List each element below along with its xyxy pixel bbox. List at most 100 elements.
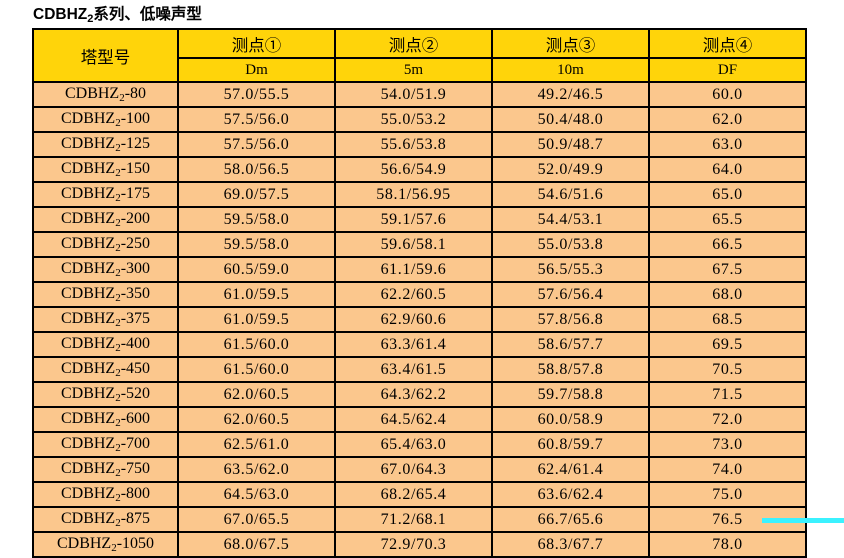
cell-point-2: 62.2/60.5 <box>334 281 493 308</box>
cell-point-1: 69.0/57.5 <box>177 181 336 208</box>
model-suffix: -375 <box>120 310 151 328</box>
cell-point-1: 67.0/65.5 <box>177 506 336 533</box>
model-subscript: 2 <box>115 316 121 329</box>
cell-point-1: 58.0/56.5 <box>177 156 336 183</box>
cell-point-3: 55.0/53.8 <box>491 231 650 258</box>
model-suffix: -875 <box>120 510 151 528</box>
cell-model: CDBHZ2-400 <box>32 331 179 358</box>
cell-point-1: 61.5/60.0 <box>177 356 336 383</box>
cell-point-3: 50.9/48.7 <box>491 131 650 158</box>
cell-point-3: 63.6/62.4 <box>491 481 650 508</box>
model-subscript: 2 <box>115 241 121 254</box>
cell-point-2: 55.6/53.8 <box>334 131 493 158</box>
table-row: CDBHZ2-750 63.5/62.0 67.0/64.3 62.4/61.4 74.… <box>32 456 807 483</box>
cell-point-2: 64.5/62.4 <box>334 406 493 433</box>
model-prefix: CDBHZ <box>60 235 116 253</box>
page-title-suffix: 系列、低噪声型 <box>93 6 202 23</box>
cell-model: CDBHZ2-750 <box>32 456 179 483</box>
cell-model: CDBHZ2-450 <box>32 356 179 383</box>
model-suffix: -150 <box>120 160 151 178</box>
cell-point-1: 57.5/56.0 <box>177 106 336 133</box>
table-row: CDBHZ2-450 61.5/60.0 63.4/61.5 58.8/57.8 70.… <box>32 356 807 383</box>
column-unit-point-2: 5m <box>334 57 493 83</box>
cell-model: CDBHZ2-875 <box>32 506 179 533</box>
table-row: CDBHZ2-375 61.0/59.5 62.9/60.6 57.8/56.8 68.… <box>32 306 807 333</box>
noise-data-table-container: 塔型号 测点① 测点② 测点③ 测点④ Dm 5m 10m DF CDBHZ2-… <box>32 28 807 558</box>
cell-model: CDBHZ2-700 <box>32 431 179 458</box>
cell-point-2: 64.3/62.2 <box>334 381 493 408</box>
model-suffix: -450 <box>120 360 151 378</box>
model-suffix: -175 <box>120 185 151 203</box>
model-prefix: CDBHZ <box>60 410 116 428</box>
cell-point-1: 59.5/58.0 <box>177 206 336 233</box>
cell-point-3: 58.8/57.8 <box>491 356 650 383</box>
cell-point-2: 56.6/54.9 <box>334 156 493 183</box>
cell-point-2: 72.9/70.3 <box>334 531 493 558</box>
table-header-row-units: Dm 5m 10m DF <box>33 57 807 83</box>
cell-model: CDBHZ2-800 <box>32 481 179 508</box>
table-row: CDBHZ2-1050 68.0/67.5 72.9/70.3 68.3/67.7 78… <box>32 531 807 558</box>
model-prefix: CDBHZ <box>60 160 116 178</box>
cell-point-1: 61.0/59.5 <box>177 281 336 308</box>
cell-point-3: 54.6/51.6 <box>491 181 650 208</box>
page-title-subscript: 2 <box>87 12 94 25</box>
cell-point-4: 67.5 <box>648 256 807 283</box>
cell-model: CDBHZ2-350 <box>32 281 179 308</box>
table-row: CDBHZ2-125 57.5/56.0 55.6/53.8 50.9/48.7 63.… <box>32 131 807 158</box>
model-prefix: CDBHZ <box>60 135 116 153</box>
cell-point-2: 63.4/61.5 <box>334 356 493 383</box>
model-subscript: 2 <box>115 416 121 429</box>
model-subscript: 2 <box>115 341 121 354</box>
table-body: CDBHZ2-80 57.0/55.5 54.0/51.9 49.2/46.5 60.0… <box>32 81 807 558</box>
cell-model: CDBHZ2-300 <box>32 256 179 283</box>
column-unit-point-1: Dm <box>177 57 336 83</box>
model-suffix: -600 <box>120 410 151 428</box>
cell-point-2: 62.9/60.6 <box>334 306 493 333</box>
table-row: CDBHZ2-600 62.0/60.5 64.5/62.4 60.0/58.9 72.… <box>32 406 807 433</box>
cell-model: CDBHZ2-250 <box>32 231 179 258</box>
table-row: CDBHZ2-100 57.5/56.0 55.0/53.2 50.4/48.0 62.… <box>32 106 807 133</box>
table-row: CDBHZ2-400 61.5/60.0 63.3/61.4 58.6/57.7 69.… <box>32 331 807 358</box>
cell-point-1: 61.5/60.0 <box>177 331 336 358</box>
cell-model: CDBHZ2-200 <box>32 206 179 233</box>
model-subscript: 2 <box>115 391 121 404</box>
cell-point-3: 49.2/46.5 <box>491 81 650 108</box>
cell-model: CDBHZ2-520 <box>32 381 179 408</box>
model-prefix: CDBHZ <box>64 85 120 103</box>
column-header-model: 塔型号 <box>32 28 179 83</box>
cell-point-1: 64.5/63.0 <box>177 481 336 508</box>
model-prefix: CDBHZ <box>60 360 116 378</box>
cell-point-4: 69.5 <box>648 331 807 358</box>
model-prefix: CDBHZ <box>60 310 116 328</box>
model-prefix: CDBHZ <box>60 110 116 128</box>
cell-model: CDBHZ2-1050 <box>32 531 179 558</box>
cell-point-1: 61.0/59.5 <box>177 306 336 333</box>
cell-point-4: 65.0 <box>648 181 807 208</box>
model-prefix: CDBHZ <box>60 260 116 278</box>
cell-point-4: 65.5 <box>648 206 807 233</box>
cell-point-1: 68.0/67.5 <box>177 531 336 558</box>
model-prefix: CDBHZ <box>60 485 116 503</box>
model-suffix: -350 <box>120 285 151 303</box>
cell-point-4: 71.5 <box>648 381 807 408</box>
table-row: CDBHZ2-800 64.5/63.0 68.2/65.4 63.6/62.4 75.… <box>32 481 807 508</box>
model-suffix: -800 <box>120 485 151 503</box>
model-subscript: 2 <box>115 141 121 154</box>
model-prefix: CDBHZ <box>60 435 116 453</box>
cell-point-2: 54.0/51.9 <box>334 81 493 108</box>
table-header: 塔型号 测点① 测点② 测点③ 测点④ Dm 5m 10m DF <box>32 28 807 83</box>
model-suffix: -80 <box>124 85 147 103</box>
cell-point-4: 78.0 <box>648 531 807 558</box>
cell-point-2: 68.2/65.4 <box>334 481 493 508</box>
accent-bar <box>762 518 844 523</box>
cell-point-1: 62.0/60.5 <box>177 406 336 433</box>
model-suffix: -1050 <box>116 535 155 553</box>
model-prefix: CDBHZ <box>60 285 116 303</box>
cell-point-1: 59.5/58.0 <box>177 231 336 258</box>
cell-point-1: 62.5/61.0 <box>177 431 336 458</box>
cell-point-3: 52.0/49.9 <box>491 156 650 183</box>
table-row: CDBHZ2-200 59.5/58.0 59.1/57.6 54.4/53.1 65.… <box>32 206 807 233</box>
table-header-row-primary: 塔型号 测点① 测点② 测点③ 测点④ <box>32 28 807 83</box>
column-header-point-2: 测点② <box>334 28 493 59</box>
table-row: CDBHZ2-350 61.0/59.5 62.2/60.5 57.6/56.4 68.… <box>32 281 807 308</box>
